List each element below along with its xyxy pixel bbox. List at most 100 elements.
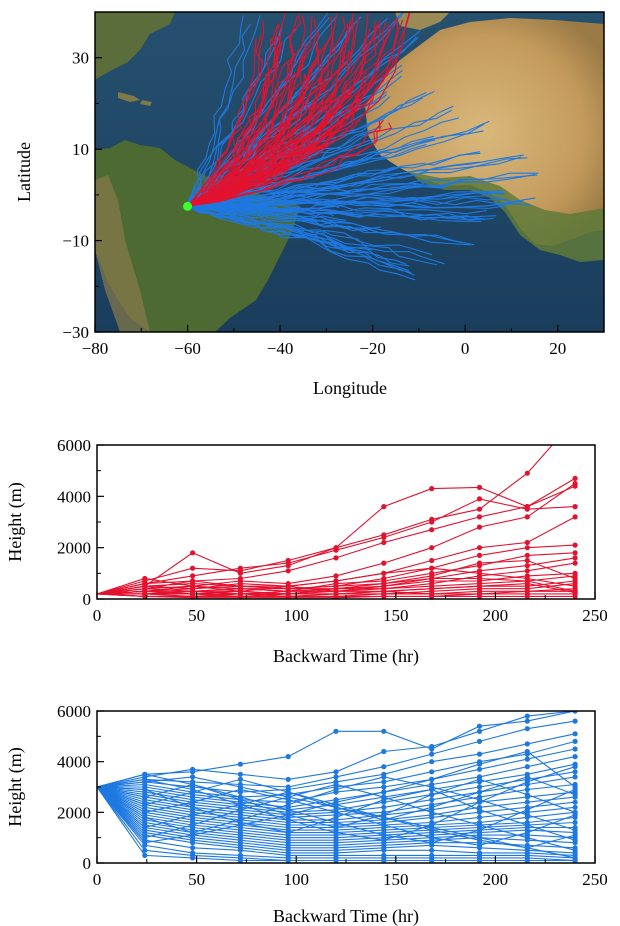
blue-height-data-point bbox=[190, 845, 196, 851]
red-trajectory-line bbox=[187, 70, 331, 207]
blue-height-data-point bbox=[476, 814, 483, 821]
red-height-x-tick-label: 150 bbox=[383, 606, 409, 625]
blue-trajectory-line bbox=[186, 23, 252, 207]
blue-height-data-point bbox=[142, 847, 148, 853]
blue-height-ylabel: Height (m) bbox=[5, 747, 26, 826]
red-trajectory-line bbox=[187, 12, 287, 207]
blue-height-data-point bbox=[333, 774, 339, 780]
red-height-x-tick-label: 0 bbox=[93, 606, 102, 625]
blue-height-data-point bbox=[237, 822, 243, 828]
blue-height-xlabel: Backward Time (hr) bbox=[273, 906, 419, 926]
map-y-tick-label: 30 bbox=[72, 49, 89, 68]
blue-height-data-point bbox=[476, 857, 483, 863]
red-trajectory-line bbox=[187, 15, 298, 207]
blue-height-data-point bbox=[237, 802, 243, 808]
blue-trajectory-line bbox=[187, 190, 504, 208]
red-height-panel: 0 50 100 150 200 250 0 2000 4000 6000 Backward Ti… bbox=[5, 436, 608, 667]
blue-height-data-point bbox=[237, 784, 243, 790]
blue-height-data-point bbox=[429, 797, 435, 803]
blue-height-data-point bbox=[142, 802, 148, 808]
red-height-data-point bbox=[237, 581, 243, 587]
blue-height-x-tick-label: 150 bbox=[383, 870, 409, 889]
red-height-data-point bbox=[524, 514, 530, 520]
blue-height-data-point bbox=[190, 781, 196, 788]
blue-height-data-point bbox=[190, 799, 196, 805]
blue-height-data-point bbox=[381, 774, 387, 780]
blue-height-data-point bbox=[237, 776, 243, 783]
red-height-data-point bbox=[572, 575, 578, 582]
red-height-data-point bbox=[285, 560, 291, 566]
red-trajectory-line bbox=[187, 55, 392, 207]
blue-height-x-tick-label: 250 bbox=[582, 870, 608, 889]
red-height-data-point bbox=[572, 475, 578, 481]
blue-height-y-tick-label: 6000 bbox=[57, 702, 91, 721]
blue-height-data-point bbox=[524, 741, 530, 747]
blue-height-data-point bbox=[429, 804, 435, 810]
blue-height-data-point bbox=[190, 822, 196, 828]
red-height-data-point bbox=[572, 480, 578, 487]
blue-height-panel: 0 50 100 150 200 250 0 2000 4000 6000 Backward Ti… bbox=[5, 702, 608, 926]
blue-height-data-point bbox=[524, 726, 530, 732]
red-height-data-point bbox=[190, 565, 196, 571]
blue-height-data-point bbox=[381, 779, 387, 785]
blue-height-data-point bbox=[190, 774, 196, 780]
red-height-data-point bbox=[524, 552, 530, 559]
blue-height-data-point bbox=[429, 792, 435, 798]
blue-height-data-point bbox=[142, 771, 148, 777]
red-height-data-point bbox=[190, 578, 196, 584]
blue-height-data-point bbox=[285, 789, 291, 795]
blue-height-data-point bbox=[333, 799, 339, 805]
blue-height-data-point bbox=[476, 807, 483, 813]
red-height-data-point bbox=[333, 578, 339, 584]
blue-height-data-point bbox=[333, 804, 339, 810]
blue-height-data-point bbox=[381, 789, 387, 795]
blue-height-data-point bbox=[237, 771, 243, 777]
blue-height-data-point bbox=[333, 786, 339, 793]
blue-height-data-point bbox=[572, 819, 578, 826]
blue-trajectory-line bbox=[187, 205, 416, 281]
red-height-data-point bbox=[476, 593, 483, 599]
red-height-data-point bbox=[572, 560, 578, 566]
red-height-data-point bbox=[429, 519, 435, 525]
red-height-data-point bbox=[572, 504, 578, 510]
blue-height-data-point bbox=[285, 754, 291, 760]
red-trajectory-line bbox=[187, 120, 381, 207]
red-height-data-point bbox=[524, 581, 530, 587]
red-height-data-point bbox=[381, 588, 387, 594]
blue-height-data-point bbox=[142, 835, 148, 841]
blue-height-data-point bbox=[381, 857, 387, 863]
blue-height-data-point bbox=[142, 814, 148, 821]
blue-height-data-point bbox=[285, 857, 291, 863]
blue-height-data-point bbox=[190, 766, 196, 772]
blue-height-data-point bbox=[381, 832, 387, 838]
blue-height-data-point bbox=[429, 814, 435, 821]
red-height-data-point bbox=[142, 586, 148, 592]
red-height-data-point bbox=[572, 542, 578, 548]
blue-height-data-point bbox=[333, 824, 339, 831]
blue-height-series bbox=[97, 711, 578, 863]
red-height-data-point bbox=[429, 527, 435, 533]
red-height-data-point bbox=[381, 581, 387, 587]
blue-height-data-point bbox=[572, 774, 578, 780]
red-height-x-tick-label: 250 bbox=[582, 606, 608, 625]
blue-trajectory-line bbox=[187, 205, 412, 273]
red-height-data-point bbox=[476, 560, 483, 566]
blue-height-data-point bbox=[381, 847, 387, 853]
red-height-data-point bbox=[237, 565, 243, 571]
blue-height-data-point bbox=[285, 776, 291, 783]
red-height-y-tick-label: 2000 bbox=[57, 539, 91, 558]
red-height-data-point bbox=[381, 504, 387, 510]
blue-height-data-point bbox=[333, 857, 339, 863]
blue-height-data-point bbox=[142, 779, 148, 785]
red-height-data-point bbox=[572, 593, 578, 599]
blue-height-data-point bbox=[572, 847, 578, 853]
blue-height-data-point bbox=[237, 847, 243, 853]
blue-height-data-point bbox=[476, 789, 483, 795]
blue-height-ticks: 0 50 100 150 200 250 0 2000 4000 6000 bbox=[57, 702, 608, 889]
red-height-data-point bbox=[333, 555, 339, 561]
blue-height-data-point bbox=[572, 738, 578, 745]
blue-height-data-point bbox=[237, 807, 243, 813]
red-height-data-point bbox=[524, 545, 530, 551]
blue-height-x-tick-label: 100 bbox=[283, 870, 309, 889]
red-height-x-tick-label: 100 bbox=[283, 606, 309, 625]
